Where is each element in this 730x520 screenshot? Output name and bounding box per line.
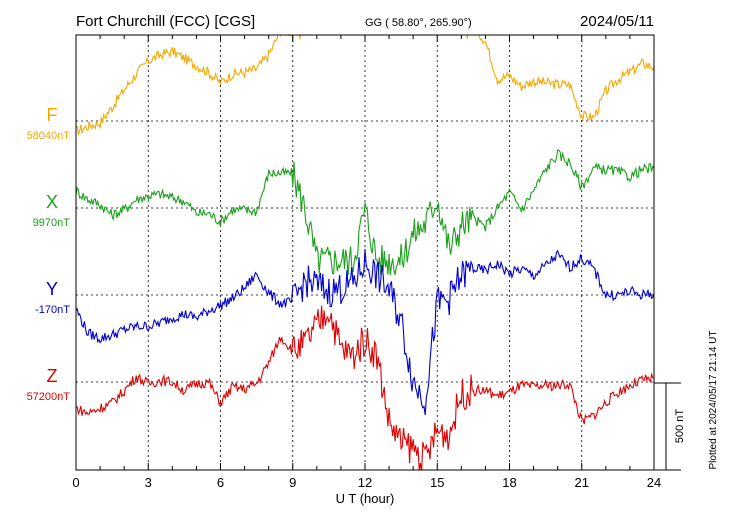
x-tick-label: 0 — [72, 475, 79, 490]
x-tick-label: 9 — [289, 475, 296, 490]
series-line-x — [76, 149, 654, 276]
station-coordinates: GG ( 58.80°, 265.90°) — [365, 17, 472, 29]
x-tick-label: 3 — [145, 475, 152, 490]
series-baseline-x: 9970nT — [33, 217, 71, 229]
x-axis-label: U T (hour) — [336, 491, 395, 506]
x-tick-label: 6 — [217, 475, 224, 490]
series-baseline-f: 58040nT — [27, 130, 71, 142]
series-label-x: X — [46, 192, 58, 212]
series-label-f: F — [47, 105, 58, 125]
series-baseline-z: 57200nT — [27, 391, 71, 403]
x-tick-label: 21 — [575, 475, 589, 490]
series-lines — [76, 35, 654, 470]
series-line-z — [76, 305, 654, 470]
scale-bar-label: 500 nT — [674, 409, 686, 444]
x-ticks: 0 3 6 9 12 15 18 21 24 — [72, 35, 661, 490]
x-tick-label: 15 — [430, 475, 444, 490]
x-tick-label: 18 — [502, 475, 516, 490]
series-baseline-y: -170nT — [35, 304, 70, 316]
series-line-f — [76, 35, 654, 136]
series-line-y — [76, 248, 654, 416]
series-label-y: Y — [46, 279, 58, 299]
x-tick-label: 24 — [647, 475, 661, 490]
series-labels: F 58040nT X 9970nT Y -170nT Z 57200nT — [27, 105, 71, 403]
station-title: Fort Churchill (FCC) [CGS] — [76, 13, 255, 30]
series-label-z: Z — [47, 366, 58, 386]
x-tick-label: 12 — [358, 475, 372, 490]
plot-date: 2024/05/11 — [580, 13, 654, 30]
plotted-timestamp: Plotted at 2024/05/17 21:14 UT — [708, 331, 719, 470]
scale-bar: 500 nT — [654, 382, 686, 471]
